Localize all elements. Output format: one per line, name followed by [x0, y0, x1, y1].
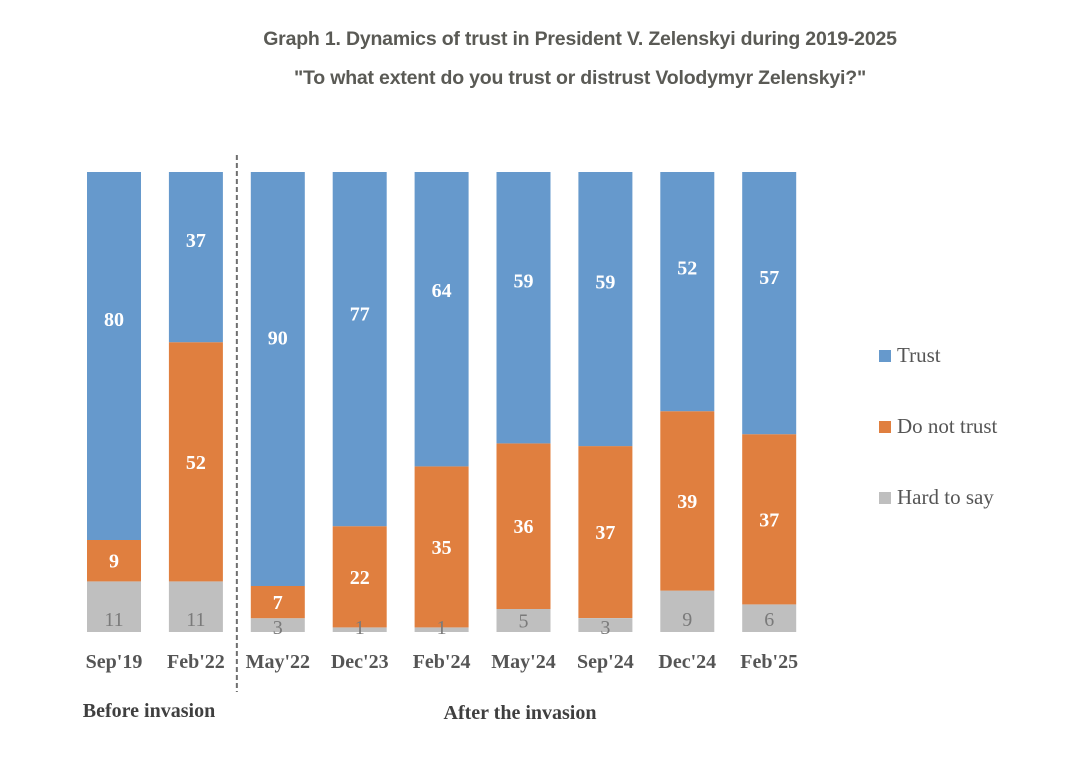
x-tick-label: Sep'24: [577, 651, 634, 673]
bar-segment-do-not-trust: [496, 443, 551, 609]
data-label-trust: 57: [759, 267, 779, 289]
bar-segment-hard-to-say: [168, 581, 223, 632]
data-label-hard-to-say: 5: [519, 611, 529, 633]
bar-segment-trust: [250, 172, 305, 586]
data-label-do-not-trust: 37: [595, 522, 615, 544]
legend-label-trust: Trust: [897, 343, 941, 367]
bar-segment-do-not-trust: [250, 586, 305, 619]
chart-title: Graph 1. Dynamics of trust in President …: [263, 28, 897, 50]
bar-segment-hard-to-say: [414, 627, 469, 632]
bar-segment-hard-to-say: [742, 604, 797, 632]
bar-segment-hard-to-say: [250, 618, 305, 632]
x-axis-ticks: Sep'19 Feb'22 May'22 Dec'23 Feb'24 May'24 Sep'…: [86, 651, 798, 673]
legend: Trust Do not trust Hard to say: [879, 343, 998, 509]
x-tick-label: Dec'23: [331, 651, 389, 673]
bars-layer: [87, 172, 797, 632]
data-label-trust: 37: [186, 230, 206, 252]
data-label-trust: 80: [104, 309, 124, 331]
data-label-do-not-trust: 7: [273, 592, 283, 614]
bar-segment-trust: [496, 172, 551, 444]
legend-label-hard-to-say: Hard to say: [897, 485, 994, 509]
bar-segment-hard-to-say: [578, 618, 633, 632]
data-labels-layer: 1198011523737901227713564536593375993952…: [104, 230, 779, 639]
x-tick-label: Dec'24: [658, 651, 716, 673]
legend-label-do-not-trust: Do not trust: [897, 414, 998, 438]
bar-segment-do-not-trust: [332, 526, 387, 628]
data-label-trust: 90: [268, 328, 288, 350]
x-tick-label: May'24: [491, 651, 555, 673]
data-label-do-not-trust: 37: [759, 509, 779, 531]
group-label-before: Before invasion: [83, 700, 215, 722]
group-label-after: After the invasion: [444, 702, 597, 724]
bar-segment-trust: [87, 172, 141, 540]
bar-segment-trust: [332, 172, 387, 527]
data-label-trust: 59: [595, 272, 615, 294]
data-label-trust: 77: [350, 304, 370, 326]
x-tick-label: Sep'19: [86, 651, 143, 673]
bar-segment-do-not-trust: [742, 434, 797, 605]
bar-segment-hard-to-say: [332, 627, 387, 632]
bar-segment-trust: [168, 172, 223, 343]
x-tick-label: Feb'22: [167, 651, 225, 673]
bar-segment-hard-to-say: [87, 581, 141, 632]
bar-segment-trust: [414, 172, 469, 467]
chart-subtitle: "To what extent do you trust or distrust…: [293, 67, 867, 89]
data-label-do-not-trust: 39: [677, 491, 697, 513]
bar-segment-trust: [660, 172, 715, 412]
data-label-hard-to-say: 1: [355, 617, 365, 639]
legend-swatch-trust: [879, 350, 891, 362]
data-label-do-not-trust: 9: [109, 551, 119, 573]
x-tick-label: Feb'24: [413, 651, 471, 673]
legend-swatch-hard-to-say: [879, 492, 891, 504]
data-label-hard-to-say: 6: [764, 609, 774, 631]
bar-segment-hard-to-say: [496, 609, 551, 632]
data-label-hard-to-say: 3: [600, 617, 610, 639]
data-label-do-not-trust: 35: [432, 537, 452, 559]
data-label-trust: 52: [677, 258, 697, 280]
data-label-trust: 59: [514, 271, 534, 293]
data-label-do-not-trust: 22: [350, 567, 370, 589]
data-label-do-not-trust: 52: [186, 452, 206, 474]
data-label-hard-to-say: 9: [682, 609, 692, 631]
data-label-hard-to-say: 3: [273, 617, 283, 639]
data-label-trust: 64: [432, 280, 452, 302]
legend-swatch-do-not-trust: [879, 421, 891, 433]
bar-segment-do-not-trust: [660, 411, 715, 591]
bar-segment-trust: [742, 172, 797, 435]
data-label-hard-to-say: 11: [104, 609, 123, 631]
x-tick-label: May'22: [246, 651, 310, 673]
data-label-hard-to-say: 1: [437, 617, 447, 639]
bar-segment-do-not-trust: [87, 540, 141, 582]
bar-segment-hard-to-say: [660, 590, 715, 632]
data-label-do-not-trust: 36: [514, 516, 534, 538]
bar-segment-do-not-trust: [578, 446, 633, 618]
bar-segment-trust: [578, 172, 633, 447]
data-label-hard-to-say: 11: [186, 609, 205, 631]
x-tick-label: Feb'25: [740, 651, 798, 673]
bar-segment-do-not-trust: [168, 342, 223, 582]
bar-segment-do-not-trust: [414, 466, 469, 628]
